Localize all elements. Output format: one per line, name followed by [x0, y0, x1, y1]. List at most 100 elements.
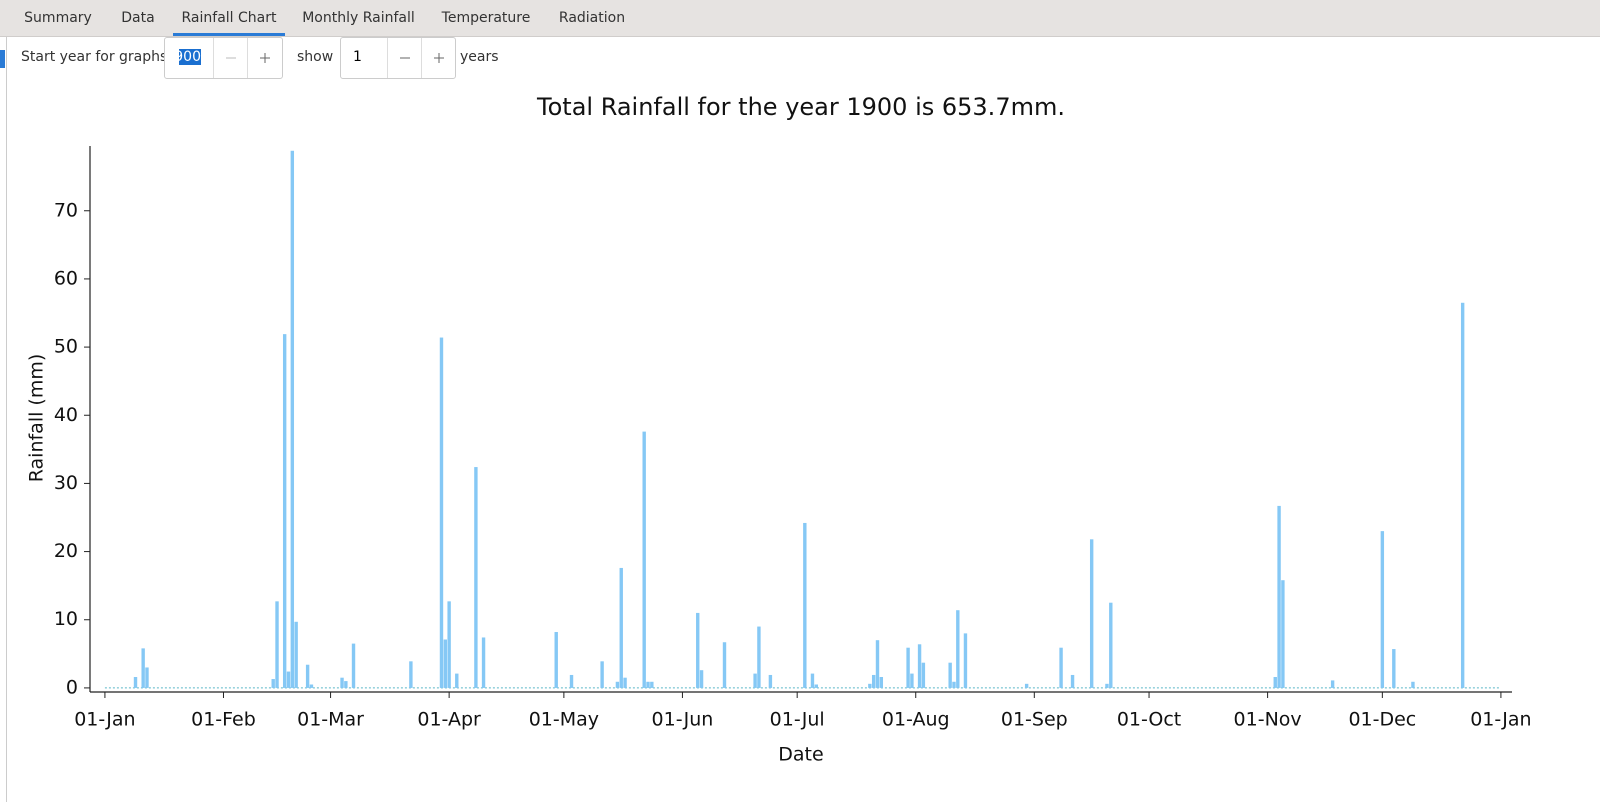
bar: [294, 621, 298, 688]
y-tick-label: 20: [54, 540, 78, 562]
increment-button[interactable]: [421, 38, 456, 78]
bar: [757, 626, 761, 688]
bar: [286, 671, 291, 688]
bar: [952, 681, 956, 688]
chart: Total Rainfall for the year 1900 is 653.…: [26, 93, 1532, 766]
bar: [455, 673, 459, 688]
bar: [439, 337, 444, 688]
bar: [474, 467, 478, 688]
y-tick-label: 60: [54, 267, 78, 289]
decrement-button[interactable]: [213, 38, 248, 78]
bar: [753, 673, 757, 688]
x-tick-label: 01-Jan: [1470, 709, 1531, 731]
tab[interactable]: Rainfall Chart: [173, 0, 285, 36]
years-spinner[interactable]: 1: [340, 37, 456, 79]
show-label: show: [297, 49, 334, 65]
bar: [133, 677, 138, 688]
y-tick-label: 30: [54, 472, 78, 494]
bar: [948, 662, 952, 688]
years-value[interactable]: 1: [353, 49, 362, 65]
bar: [305, 664, 310, 688]
bar: [1109, 602, 1113, 688]
bar: [699, 670, 704, 688]
bar: [1281, 580, 1285, 688]
bar: [810, 673, 815, 688]
bar: [803, 522, 807, 688]
x-tick-label: 01-Oct: [1117, 709, 1181, 731]
tab-bar: Summary Data Rainfall Chart Monthly Rainfal…: [0, 0, 1600, 37]
bar: [309, 684, 314, 688]
y-tick-label: 40: [54, 404, 78, 426]
bar: [623, 677, 627, 688]
bar: [1105, 683, 1109, 688]
increment-button[interactable]: [247, 38, 282, 78]
bar: [271, 679, 275, 688]
bar: [1273, 677, 1277, 688]
start-year-value[interactable]: 1900: [179, 49, 201, 67]
bar: [963, 633, 968, 688]
bar: [351, 643, 356, 688]
y-tick-label: 10: [54, 608, 78, 630]
tab[interactable]: Temperature: [441, 10, 531, 26]
bar: [650, 681, 654, 688]
bar: [956, 610, 960, 688]
x-tick-label: 01-Aug: [882, 709, 950, 731]
bar: [910, 673, 914, 688]
bar: [409, 661, 413, 688]
x-tick-label: 01-Jan: [74, 709, 135, 731]
panel-border: [6, 37, 7, 802]
bar: [1392, 649, 1396, 688]
bar: [868, 683, 872, 688]
x-tick-label: 01-Jun: [652, 709, 714, 731]
bar: [646, 681, 650, 688]
y-tick-label: 50: [54, 336, 78, 358]
y-tick-label: 70: [54, 199, 78, 221]
bar: [1059, 647, 1063, 688]
years-label: years: [460, 49, 499, 65]
x-tick-label: 01-Dec: [1348, 709, 1416, 731]
bar: [619, 567, 623, 688]
y-tick-label: 0: [66, 676, 78, 698]
bar: [875, 640, 880, 688]
bar: [344, 681, 348, 688]
x-tick-label: 01-Jul: [770, 709, 825, 731]
bar: [290, 150, 295, 688]
bar: [340, 677, 344, 688]
bar: [554, 632, 558, 688]
start-label: Start year for graphs: [21, 49, 168, 65]
bar: [642, 431, 646, 688]
bar: [814, 684, 818, 688]
bar: [768, 674, 773, 688]
bar: [1277, 505, 1281, 688]
x-tick-label: 01-Nov: [1234, 709, 1302, 731]
x-axis-label: Date: [778, 744, 823, 766]
bar: [1330, 680, 1335, 688]
bar: [1024, 683, 1029, 688]
bar: [447, 601, 451, 688]
chart-title: Total Rainfall for the year 1900 is 653.…: [536, 93, 1065, 121]
start-year-spinner[interactable]: 1900: [164, 37, 283, 79]
bar: [141, 648, 145, 688]
tab[interactable]: Monthly Rainfall: [302, 10, 415, 26]
focus-indicator: [0, 50, 5, 68]
bar: [282, 334, 287, 688]
tab[interactable]: Data: [121, 10, 155, 26]
decrement-button[interactable]: [387, 38, 422, 78]
tab[interactable]: Radiation: [558, 10, 626, 26]
bar: [879, 677, 884, 688]
tab[interactable]: Summary: [24, 10, 92, 26]
bar: [569, 674, 574, 688]
y-axis-label: Rainfall (mm): [26, 354, 48, 483]
x-tick-label: 01-Mar: [297, 709, 364, 731]
x-tick-label: 01-Sep: [1001, 709, 1068, 731]
bar: [600, 661, 604, 688]
bar: [145, 667, 149, 688]
bar: [871, 674, 876, 688]
bar: [443, 639, 448, 688]
bar: [906, 647, 910, 688]
x-tick-label: 01-Feb: [191, 709, 256, 731]
bar: [481, 637, 486, 688]
bar: [1380, 531, 1385, 688]
x-tick-label: 01-May: [529, 709, 599, 731]
